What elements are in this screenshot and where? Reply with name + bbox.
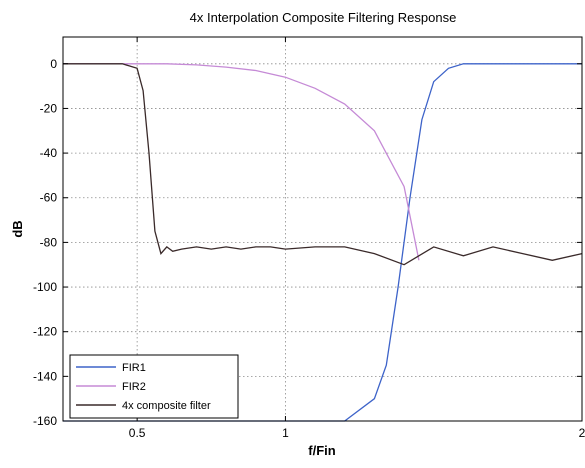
series-line-3 xyxy=(63,63,583,266)
series-layer xyxy=(63,63,583,422)
y-axis: 0 -20 -40 -60 -80 -100 -120 -140 -160 xyxy=(33,57,582,428)
legend-label-1: FIR1 xyxy=(122,362,146,374)
x-axis: 0.5 1 2 xyxy=(129,37,585,440)
y-tick-label: -80 xyxy=(40,235,58,249)
legend-label-2: FIR2 xyxy=(122,381,146,393)
plot-frame xyxy=(62,36,583,422)
y-tick-label: -160 xyxy=(33,414,57,428)
x-tick-label: 2 xyxy=(579,426,585,440)
x-tick-label: 0.5 xyxy=(129,426,146,440)
y-axis-label: dB xyxy=(10,220,25,237)
series-line-1 xyxy=(63,63,582,422)
x-axis-label: f/Fin xyxy=(308,443,335,458)
chart-title: 4x Interpolation Composite Filtering Res… xyxy=(190,10,457,25)
series-line-2 xyxy=(63,63,420,261)
legend: FIR1 FIR2 4x composite filter xyxy=(69,354,239,419)
y-tick-label: -100 xyxy=(33,280,57,294)
legend-label-3: 4x composite filter xyxy=(122,400,211,412)
y-tick-label: -140 xyxy=(33,369,57,383)
y-tick-label: 0 xyxy=(50,57,57,71)
y-tick-label: -40 xyxy=(40,146,58,160)
y-tick-label: -120 xyxy=(33,325,57,339)
y-tick-label: -20 xyxy=(40,101,58,115)
x-tick-label: 1 xyxy=(282,426,289,440)
y-tick-label: -60 xyxy=(40,191,58,205)
